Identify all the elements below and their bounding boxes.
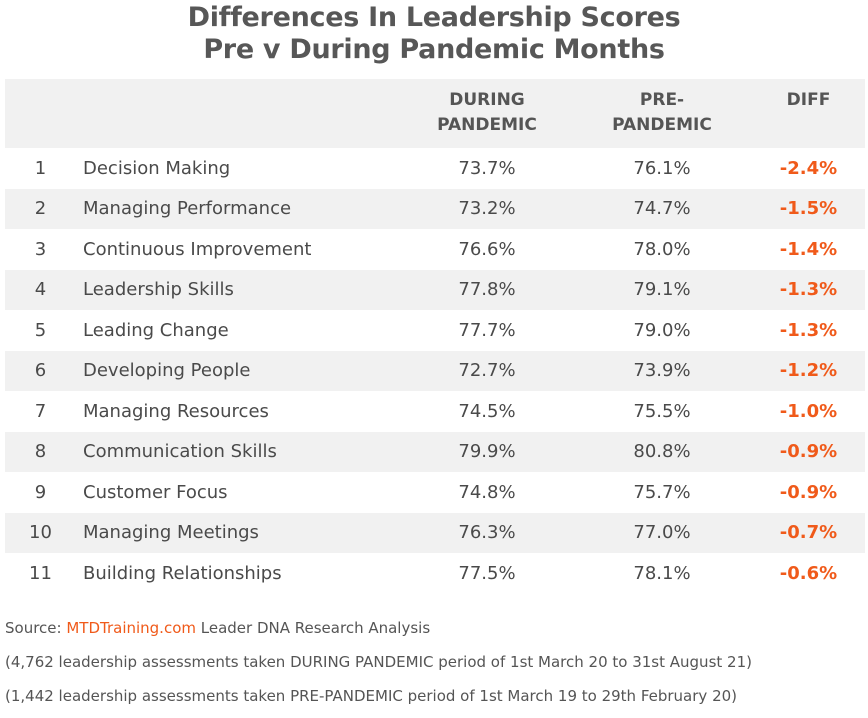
row-pre-value: 79.0% xyxy=(633,319,691,341)
chart-title: Differences In Leadership Scores Pre v D… xyxy=(0,2,868,66)
row-during-value: 77.7% xyxy=(458,319,516,341)
row-diff-value: -2.4% xyxy=(779,157,838,179)
row-name: Continuous Improvement xyxy=(83,238,312,260)
row-number: 10 xyxy=(29,522,52,544)
row-number: 8 xyxy=(34,441,47,463)
table-body: 1 Decision Making 73.7% 76.1% -2.4% 2 Managing… xyxy=(5,148,865,594)
row-during-value: 73.2% xyxy=(458,198,516,220)
row-diff-value: -1.0% xyxy=(779,400,838,422)
table-header-row: DURING PANDEMIC PRE- PANDEMIC DIFF xyxy=(5,79,865,148)
header-num xyxy=(5,79,80,148)
header-during: DURING PANDEMIC xyxy=(402,79,572,148)
row-pre-value: 76.1% xyxy=(633,157,691,179)
row-during-value: 74.8% xyxy=(458,481,516,503)
row-name: Customer Focus xyxy=(83,481,228,503)
scores-table: DURING PANDEMIC PRE- PANDEMIC DIFF 1 Deci… xyxy=(5,79,865,594)
row-pre-value: 78.1% xyxy=(633,562,691,584)
row-during-value: 73.7% xyxy=(458,157,516,179)
header-during-line1: DURING xyxy=(449,90,525,110)
row-diff-value: -1.4% xyxy=(779,238,838,260)
row-number: 6 xyxy=(34,360,47,382)
table-row: 7 Managing Resources 74.5% 75.5% -1.0% xyxy=(5,391,865,432)
row-during-value: 76.6% xyxy=(458,238,516,260)
row-pre-value: 74.7% xyxy=(633,198,691,220)
header-name xyxy=(80,79,402,148)
row-pre-value: 79.1% xyxy=(633,279,691,301)
row-diff-value: -0.9% xyxy=(779,481,838,503)
row-diff-value: -0.7% xyxy=(779,522,838,544)
row-number: 5 xyxy=(34,319,47,341)
row-pre-value: 80.8% xyxy=(633,441,691,463)
row-diff-value: -1.5% xyxy=(779,198,838,220)
row-during-value: 79.9% xyxy=(458,441,516,463)
row-number: 1 xyxy=(34,157,47,179)
row-diff-value: -0.9% xyxy=(779,441,838,463)
source-prefix: Source: xyxy=(5,619,67,637)
row-diff-value: -1.2% xyxy=(779,360,838,382)
header-diff: DIFF xyxy=(752,79,865,148)
note-during: (4,762 leadership assessments taken DURI… xyxy=(5,653,752,671)
row-diff-value: -0.6% xyxy=(779,562,838,584)
row-number: 7 xyxy=(34,400,47,422)
source-link[interactable]: MTDTraining.com xyxy=(66,619,196,637)
row-pre-value: 75.5% xyxy=(633,400,691,422)
row-name: Managing Performance xyxy=(83,198,292,220)
row-number: 9 xyxy=(34,481,47,503)
source-suffix: Leader DNA Research Analysis xyxy=(196,619,431,637)
row-number: 3 xyxy=(34,238,47,260)
header-pre-line2: PANDEMIC xyxy=(612,115,712,135)
row-number: 11 xyxy=(29,562,52,584)
row-diff-value: -1.3% xyxy=(779,279,838,301)
table-row: 4 Leadership Skills 77.8% 79.1% -1.3% xyxy=(5,269,865,310)
table-row: 2 Managing Performance 73.2% 74.7% -1.5% xyxy=(5,188,865,229)
row-diff-value: -1.3% xyxy=(779,319,838,341)
note-pre: (1,442 leadership assessments taken PRE-… xyxy=(5,687,738,705)
row-during-value: 77.8% xyxy=(458,279,516,301)
row-name: Leading Change xyxy=(83,319,229,341)
chart-title-line1: Differences In Leadership Scores xyxy=(187,2,681,33)
row-pre-value: 78.0% xyxy=(633,238,691,260)
row-number: 4 xyxy=(34,279,47,301)
header-pre-line1: PRE- xyxy=(639,90,685,110)
table-row: 8 Communication Skills 79.9% 80.8% -0.9% xyxy=(5,431,865,472)
row-name: Managing Resources xyxy=(83,400,269,422)
header-during-line2: PANDEMIC xyxy=(437,115,537,135)
row-name: Communication Skills xyxy=(83,441,277,463)
header-diff-label: DIFF xyxy=(786,90,831,110)
row-name: Developing People xyxy=(83,360,251,382)
chart-title-line2: Pre v During Pandemic Months xyxy=(203,34,665,65)
row-pre-value: 77.0% xyxy=(633,522,691,544)
row-name: Decision Making xyxy=(83,157,231,179)
row-name: Building Relationships xyxy=(83,562,282,584)
source-line: Source: MTDTraining.com Leader DNA Resea… xyxy=(5,616,865,650)
row-pre-value: 73.9% xyxy=(633,360,691,382)
row-during-value: 77.5% xyxy=(458,562,516,584)
table-row: 6 Developing People 72.7% 73.9% -1.2% xyxy=(5,350,865,391)
row-pre-value: 75.7% xyxy=(633,481,691,503)
table-row: 5 Leading Change 77.7% 79.0% -1.3% xyxy=(5,310,865,351)
row-name: Managing Meetings xyxy=(83,522,259,544)
row-during-value: 74.5% xyxy=(458,400,516,422)
table-row: 1 Decision Making 73.7% 76.1% -2.4% xyxy=(5,148,865,189)
header-pre: PRE- PANDEMIC xyxy=(572,79,752,148)
table-row: 9 Customer Focus 74.8% 75.7% -0.9% xyxy=(5,472,865,513)
table-row: 3 Continuous Improvement 76.6% 78.0% -1.4% xyxy=(5,229,865,270)
table-row: 10 Managing Meetings 76.3% 77.0% -0.7% xyxy=(5,512,865,553)
row-name: Leadership Skills xyxy=(83,279,234,301)
row-number: 2 xyxy=(34,198,47,220)
row-during-value: 76.3% xyxy=(458,522,516,544)
row-during-value: 72.7% xyxy=(458,360,516,382)
footer-notes: Source: MTDTraining.com Leader DNA Resea… xyxy=(5,616,865,718)
table-row: 11 Building Relationships 77.5% 78.1% -0.6% xyxy=(5,553,865,594)
